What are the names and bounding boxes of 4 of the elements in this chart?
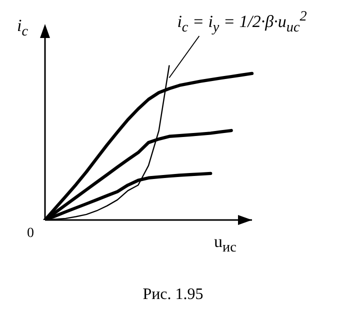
y-axis-title: i$_{c}$: [17, 16, 28, 40]
x-axis-title: u$_{ис}$: [214, 232, 236, 256]
text: 0: [27, 226, 34, 242]
text: Рис. 1.95: [142, 286, 204, 304]
